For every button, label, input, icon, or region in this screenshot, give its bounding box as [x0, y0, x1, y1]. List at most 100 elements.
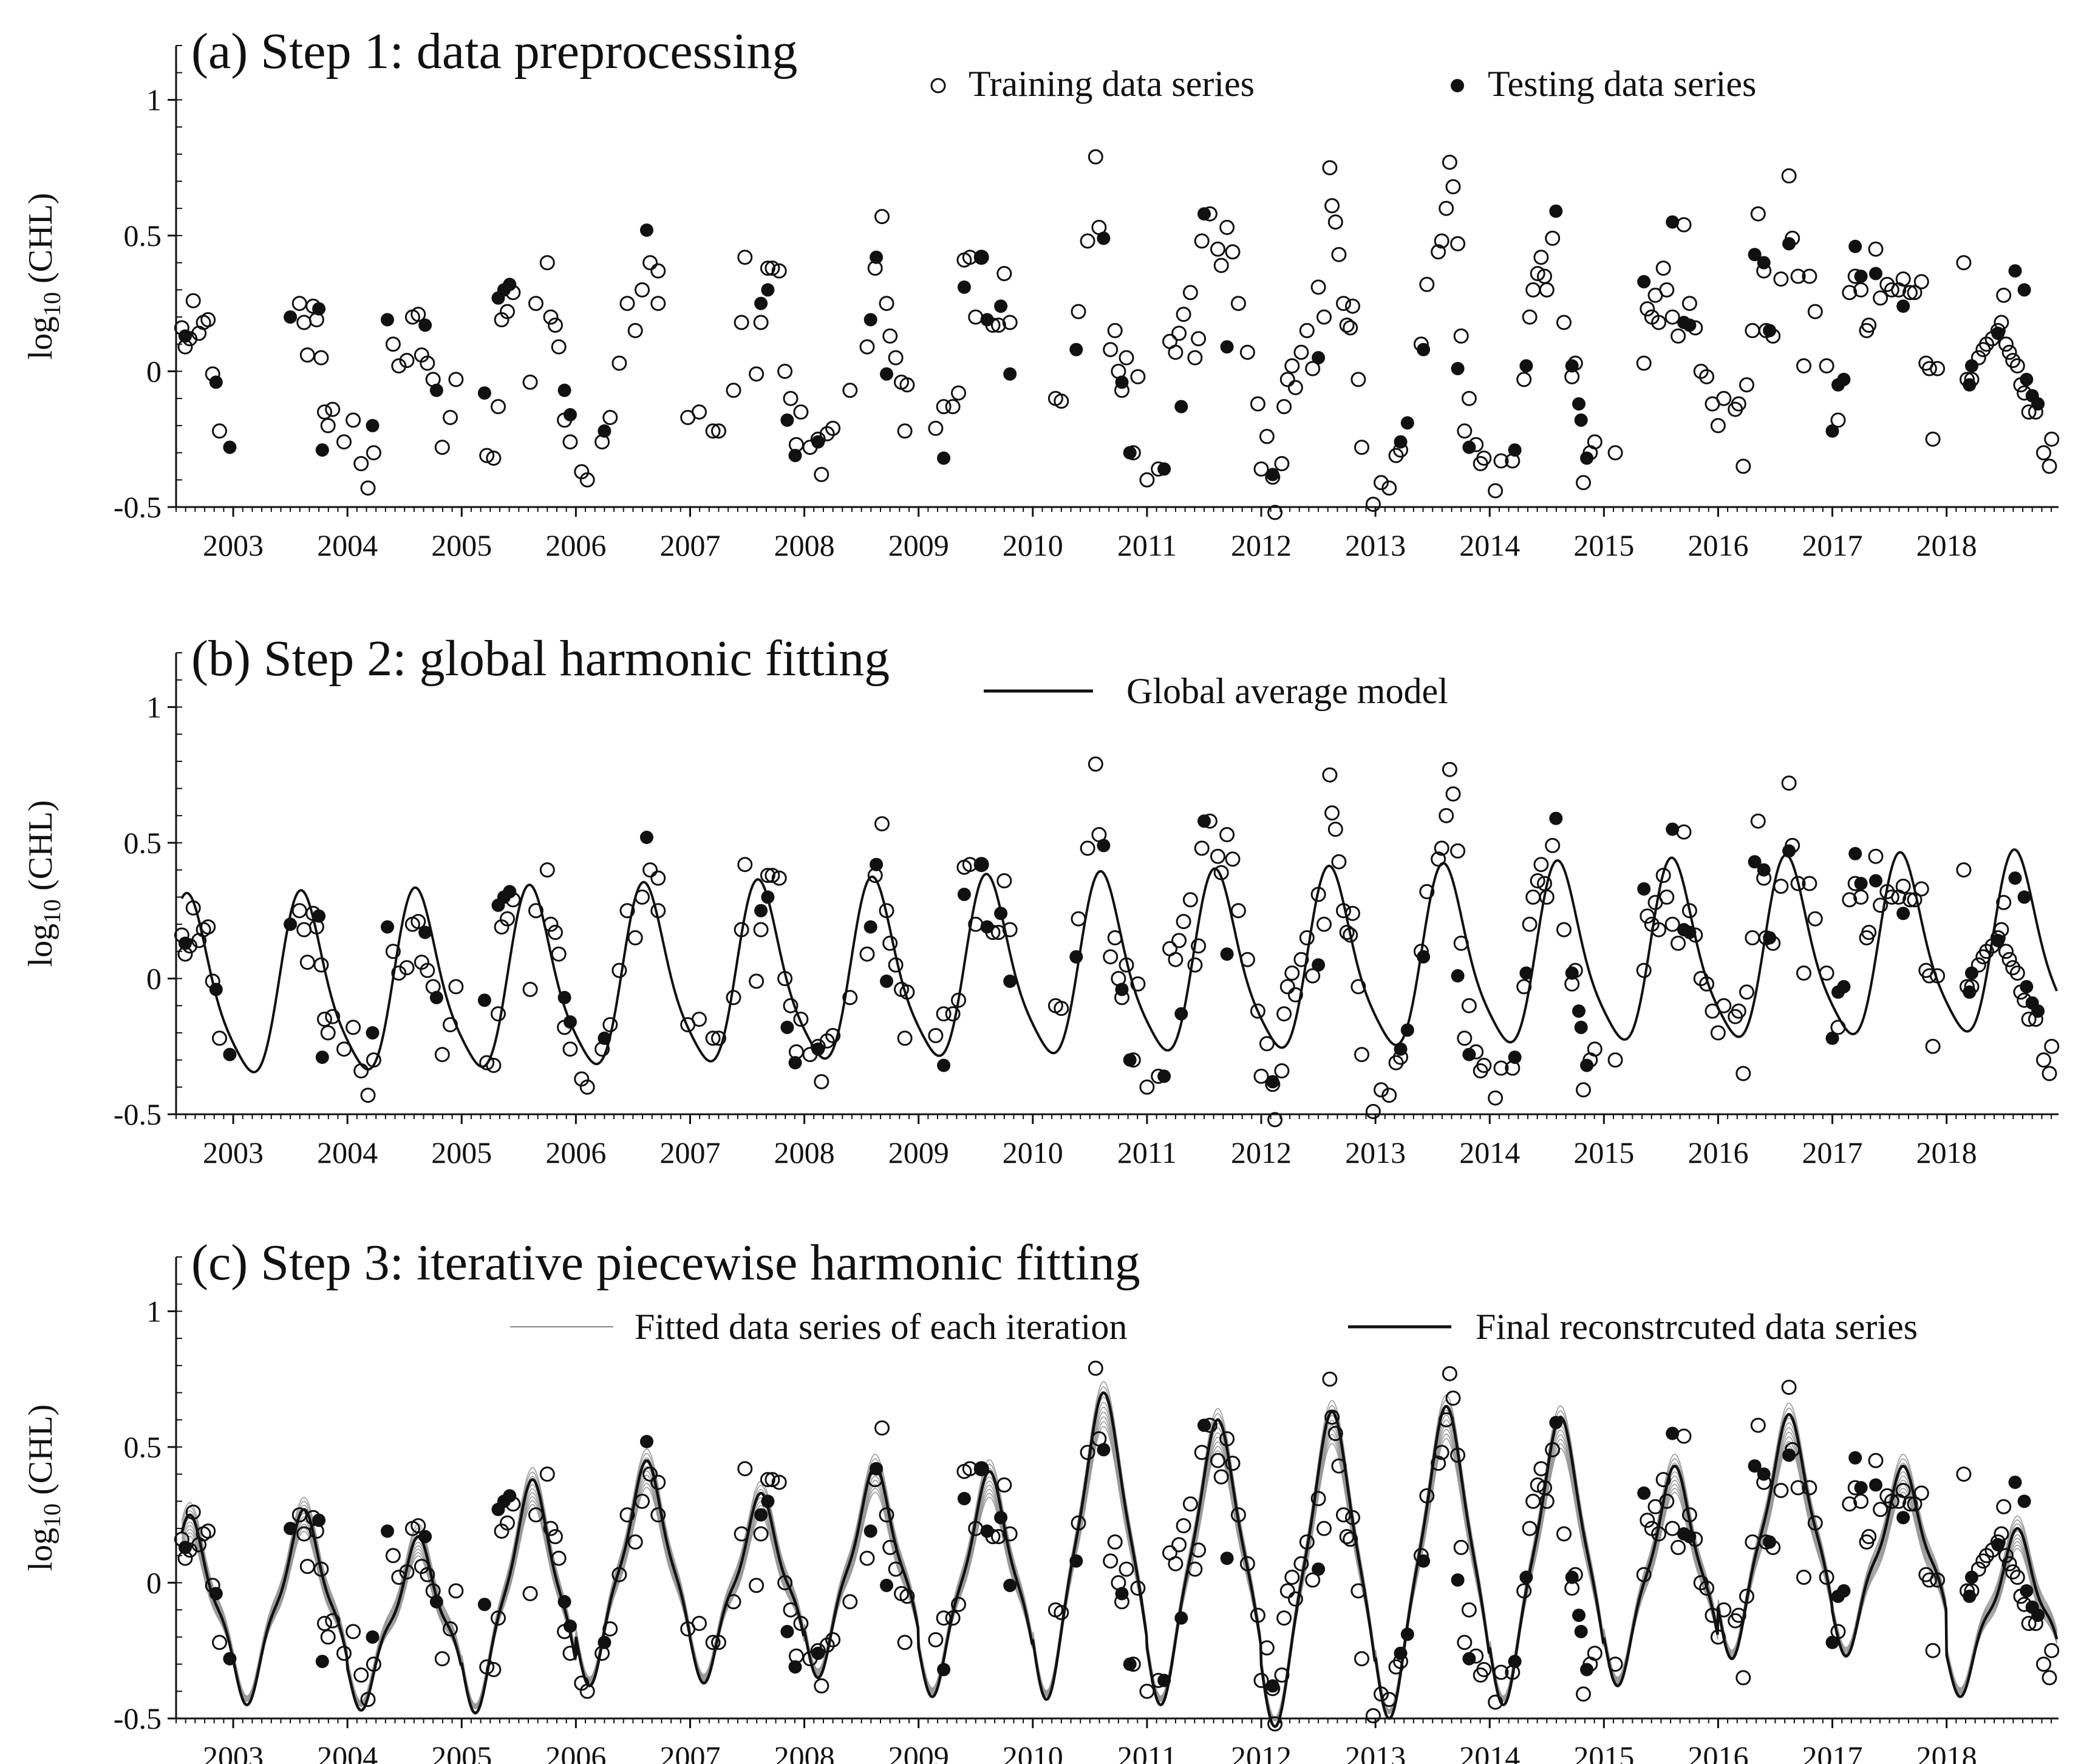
- training-point: [1002, 315, 1018, 330]
- training-point: [842, 383, 858, 398]
- training-point: [299, 347, 315, 363]
- training-point: [692, 1616, 707, 1631]
- training-point: [793, 1012, 809, 1027]
- training-point: [185, 293, 201, 308]
- testing-point: [2031, 397, 2045, 411]
- testing-point: [780, 413, 794, 427]
- training-point: [1331, 1458, 1347, 1474]
- training-point: [1107, 930, 1123, 945]
- training-point: [1533, 857, 1549, 873]
- training-point: [1530, 266, 1545, 281]
- testing-point: [1683, 318, 1697, 332]
- training-point: [528, 903, 543, 919]
- testing-point: [1763, 324, 1777, 338]
- training-point: [562, 434, 578, 450]
- testing-point: [1896, 1511, 1910, 1525]
- testing-point: [1869, 874, 1882, 888]
- training-point: [1907, 892, 1923, 908]
- testing-point: [937, 1058, 951, 1072]
- training-point: [385, 336, 401, 352]
- training-point: [346, 412, 361, 428]
- training-point: [1461, 998, 1477, 1013]
- training-point: [1853, 1493, 1869, 1509]
- training-point: [1807, 1515, 1823, 1531]
- x-tick-label: 2011: [1117, 1136, 1177, 1170]
- training-point: [1339, 318, 1355, 333]
- training-point: [1450, 843, 1466, 859]
- training-point: [936, 1610, 952, 1626]
- training-point: [1253, 461, 1269, 477]
- training-point: [1457, 423, 1473, 439]
- training-point: [1587, 1646, 1602, 1661]
- training-point: [760, 1472, 775, 1488]
- testing-point: [811, 435, 825, 449]
- training-point: [1659, 282, 1675, 298]
- training-point: [528, 1507, 543, 1523]
- training-point: [1525, 282, 1541, 298]
- testing-point: [1848, 846, 1862, 860]
- x-tick-label: 2007: [659, 528, 720, 562]
- training-point: [1107, 322, 1123, 338]
- training-point: [2044, 431, 2060, 447]
- training-point: [1310, 279, 1326, 295]
- x-tick-label: 2017: [1802, 1136, 1863, 1170]
- training-point: [1374, 475, 1389, 491]
- training-point: [1539, 889, 1555, 905]
- testing-point: [1683, 1530, 1697, 1544]
- training-point: [1842, 1496, 1858, 1512]
- training-point: [771, 870, 787, 886]
- training-point: [1119, 350, 1134, 366]
- training-point: [1327, 1426, 1343, 1442]
- x-tick-label: 2015: [1573, 1136, 1634, 1170]
- training-point: [1930, 1572, 1946, 1588]
- training-point: [650, 1507, 666, 1523]
- training-point: [1998, 336, 2014, 352]
- training-point: [888, 1561, 904, 1577]
- x-tick-label: 2005: [431, 1740, 492, 1764]
- testing-point: [1572, 1609, 1585, 1623]
- testing-point: [957, 280, 971, 294]
- training-point: [2009, 965, 2025, 981]
- testing-point: [780, 1020, 794, 1034]
- training-point: [1103, 949, 1119, 965]
- training-point: [1671, 1539, 1686, 1555]
- y-tick-label: -0.5: [114, 490, 162, 524]
- training-point: [385, 944, 401, 959]
- training-point: [1225, 244, 1241, 260]
- testing-point: [598, 1635, 611, 1649]
- training-point: [325, 1613, 341, 1629]
- testing-point: [418, 1530, 432, 1544]
- training-point: [299, 1559, 315, 1575]
- training-point: [1716, 998, 1732, 1013]
- testing-point: [754, 1508, 768, 1522]
- training-point: [642, 255, 658, 271]
- training-point: [200, 919, 216, 935]
- training-point: [543, 1521, 559, 1536]
- training-point: [1331, 854, 1347, 870]
- training-point: [1080, 840, 1095, 856]
- testing-point: [1400, 1627, 1414, 1641]
- training-point: [1970, 350, 1986, 366]
- training-point: [771, 263, 787, 279]
- training-point: [783, 390, 799, 406]
- training-point: [522, 1585, 538, 1601]
- training-point: [897, 423, 913, 439]
- training-point: [749, 1578, 765, 1593]
- testing-point: [1123, 1053, 1137, 1067]
- testing-point: [284, 310, 298, 324]
- training-point: [317, 1012, 332, 1027]
- training-point: [602, 410, 618, 425]
- training-point: [1381, 1692, 1397, 1708]
- testing-point: [1508, 1051, 1522, 1064]
- testing-point: [1825, 1031, 1839, 1045]
- testing-point: [312, 1513, 326, 1527]
- training-point: [434, 1047, 450, 1063]
- training-point: [579, 1079, 595, 1095]
- testing-point: [788, 1056, 802, 1070]
- testing-point: [1991, 1538, 2005, 1551]
- testing-point: [1400, 416, 1414, 430]
- training-point: [1210, 1452, 1225, 1468]
- training-point: [1853, 889, 1869, 905]
- testing-point: [1757, 1467, 1771, 1481]
- training-point: [1773, 879, 1789, 894]
